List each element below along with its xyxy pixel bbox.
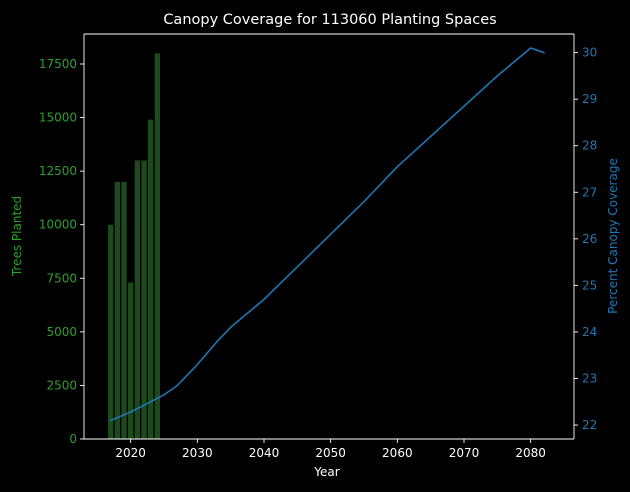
y-left-tick-label-12500: 12500 (39, 164, 77, 178)
bar-2019 (121, 181, 127, 440)
canopy-line (109, 47, 545, 422)
y-right-tick-label-28: 28 (582, 139, 597, 153)
y-right-tick-label-25: 25 (582, 278, 597, 292)
right-axis-title: Percent Canopy Coverage (606, 158, 620, 314)
y-right-tick-label-24: 24 (582, 325, 597, 339)
y-left-tick-label-15000: 15000 (39, 111, 77, 125)
y-right-tick-label-22: 22 (582, 418, 597, 432)
y-left-tick-label-5000: 5000 (46, 325, 77, 339)
bar-2021 (134, 160, 140, 439)
y-left-tick-label-10000: 10000 (39, 218, 77, 232)
chart-title: Canopy Coverage for 113060 Planting Spac… (163, 12, 496, 28)
y-right-tick-label-23: 23 (582, 371, 597, 385)
bar-2017 (108, 224, 114, 439)
x-axis-title: Year (313, 465, 339, 479)
bar-2024 (154, 53, 160, 439)
x-tick-label-2050: 2050 (315, 446, 346, 460)
y-right-tick-label-27: 27 (582, 185, 597, 199)
y-right-tick-label-30: 30 (582, 46, 597, 60)
bar-2022 (141, 160, 147, 439)
y-right-tick-label-26: 26 (582, 232, 597, 246)
line-layer (109, 47, 545, 422)
x-tick-label-2070: 2070 (449, 446, 480, 460)
axes-layer: 2020 2030 2040 2050 2060 2070 2080 0 2500 5000 750… (39, 33, 597, 460)
y-left-tick-label-17500: 17500 (39, 57, 77, 71)
y-left-tick-label-2500: 2500 (46, 378, 77, 392)
x-tick-label-2020: 2020 (115, 446, 146, 460)
left-axis-title: Trees Planted (10, 196, 24, 277)
y-left-tick-label-7500: 7500 (46, 271, 77, 285)
x-tick-label-2060: 2060 (382, 446, 413, 460)
y-left-tick-label-0: 0 (69, 432, 77, 446)
bars-layer (108, 53, 160, 440)
bar-2023 (148, 119, 154, 440)
x-tick-label-2030: 2030 (182, 446, 213, 460)
bar-2020 (128, 282, 134, 439)
y-right-tick-label-29: 29 (582, 92, 597, 106)
bar-2018 (114, 181, 120, 440)
x-tick-label-2080: 2080 (515, 446, 546, 460)
x-tick-label-2040: 2040 (249, 446, 280, 460)
